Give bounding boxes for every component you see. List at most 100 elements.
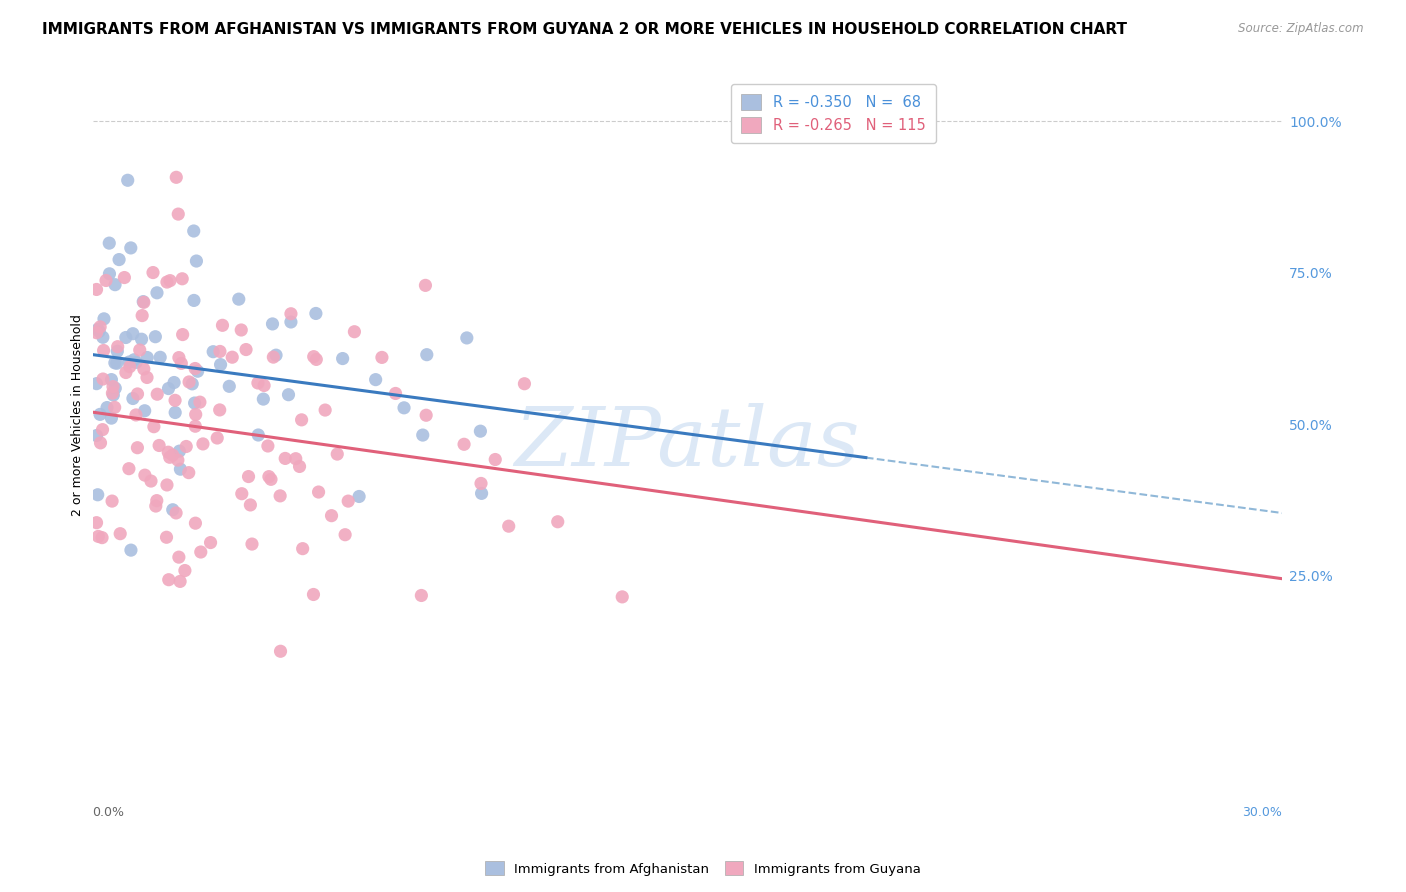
Point xyxy=(187,364,209,378)
Point xyxy=(392,401,415,415)
Point xyxy=(321,508,343,523)
Point xyxy=(146,285,169,300)
Point xyxy=(128,343,150,357)
Point xyxy=(167,207,190,221)
Point xyxy=(127,387,149,401)
Point xyxy=(103,388,125,402)
Point xyxy=(86,326,108,340)
Point xyxy=(262,317,284,331)
Text: ZIPatlas: ZIPatlas xyxy=(515,402,860,483)
Point xyxy=(240,537,263,551)
Point xyxy=(260,472,283,486)
Point xyxy=(184,408,207,422)
Point xyxy=(453,437,475,451)
Point xyxy=(94,273,117,287)
Point xyxy=(145,499,167,513)
Point xyxy=(371,351,394,365)
Text: Source: ZipAtlas.com: Source: ZipAtlas.com xyxy=(1239,22,1364,36)
Point xyxy=(104,277,127,292)
Point xyxy=(498,519,520,533)
Point xyxy=(87,529,110,543)
Text: IMMIGRANTS FROM AFGHANISTAN VS IMMIGRANTS FROM GUYANA 2 OR MORE VEHICLES IN HOUS: IMMIGRANTS FROM AFGHANISTAN VS IMMIGRANT… xyxy=(42,22,1128,37)
Point xyxy=(174,440,197,454)
Point xyxy=(343,325,366,339)
Point xyxy=(167,550,190,565)
Point xyxy=(134,403,156,417)
Point xyxy=(456,331,478,345)
Point xyxy=(347,490,370,504)
Point xyxy=(136,370,159,384)
Point xyxy=(415,409,437,423)
Point xyxy=(107,340,129,354)
Point xyxy=(105,344,128,359)
Point xyxy=(188,395,211,409)
Point xyxy=(416,348,439,362)
Point xyxy=(87,322,110,336)
Point xyxy=(159,274,181,288)
Point xyxy=(252,392,274,406)
Point xyxy=(231,323,253,337)
Point xyxy=(169,462,191,476)
Point xyxy=(186,254,208,268)
Point xyxy=(208,344,231,359)
Point xyxy=(239,498,262,512)
Point xyxy=(101,494,124,508)
Point xyxy=(132,295,155,310)
Point xyxy=(177,375,200,389)
Point xyxy=(142,266,165,280)
Point xyxy=(162,448,184,462)
Point xyxy=(96,401,118,415)
Point xyxy=(86,428,108,442)
Point xyxy=(145,329,167,343)
Point xyxy=(118,461,141,475)
Point xyxy=(93,343,115,358)
Point xyxy=(159,450,181,465)
Point xyxy=(302,587,325,601)
Point xyxy=(332,351,354,366)
Point xyxy=(209,358,232,372)
Point xyxy=(208,403,231,417)
Point xyxy=(157,445,180,459)
Point xyxy=(291,541,314,556)
Point xyxy=(200,535,222,549)
Point xyxy=(308,485,330,500)
Point xyxy=(221,350,243,364)
Point xyxy=(190,545,212,559)
Point xyxy=(183,293,205,308)
Point xyxy=(364,373,387,387)
Point xyxy=(139,474,162,488)
Point xyxy=(169,444,191,458)
Point xyxy=(146,387,169,401)
Point xyxy=(108,526,131,541)
Point xyxy=(120,543,142,558)
Point xyxy=(127,441,149,455)
Legend: Immigrants from Afghanistan, Immigrants from Guyana: Immigrants from Afghanistan, Immigrants … xyxy=(479,856,927,881)
Point xyxy=(264,348,287,362)
Text: 0.0%: 0.0% xyxy=(93,805,125,819)
Point xyxy=(172,327,194,342)
Point xyxy=(231,486,253,500)
Point xyxy=(218,379,240,393)
Point xyxy=(98,267,121,281)
Point xyxy=(101,386,124,401)
Point xyxy=(184,361,207,376)
Point xyxy=(117,173,139,187)
Point xyxy=(114,330,136,344)
Point xyxy=(89,435,111,450)
Point xyxy=(314,403,336,417)
Point xyxy=(484,452,506,467)
Point xyxy=(163,376,186,390)
Point xyxy=(165,405,187,419)
Point xyxy=(146,493,169,508)
Text: 30.0%: 30.0% xyxy=(1243,805,1282,819)
Point xyxy=(118,355,141,369)
Point xyxy=(132,294,155,309)
Point xyxy=(98,236,121,251)
Point xyxy=(157,573,180,587)
Point xyxy=(125,408,148,422)
Point xyxy=(156,275,179,289)
Point xyxy=(115,366,138,380)
Point xyxy=(326,447,349,461)
Point xyxy=(270,644,292,658)
Point xyxy=(284,451,307,466)
